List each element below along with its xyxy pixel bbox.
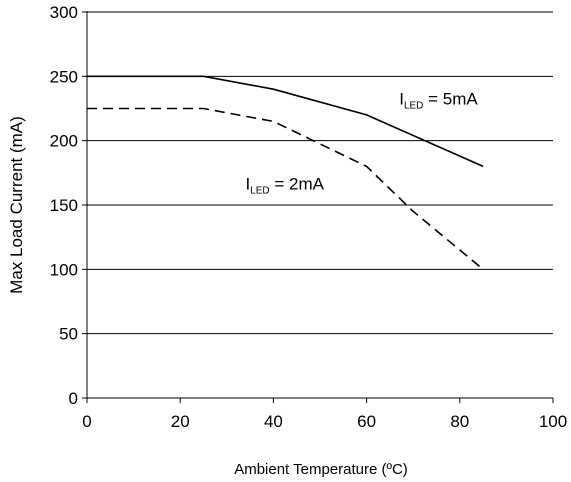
series-line-solid [87,75,484,168]
y-tick-label-50: 50 [59,325,78,344]
annotation-part: I [399,90,404,109]
series-line-dashed [87,107,484,270]
series-annotation-0: ILED = 5mA [399,90,478,112]
x-tick-label-40: 40 [264,412,283,431]
y-tick-label-250: 250 [50,67,78,86]
x-tick-label-100: 100 [539,412,567,431]
y-tick-label-100: 100 [50,260,78,279]
data-series [87,75,484,270]
x-tick-label-60: 60 [357,412,376,431]
y-tick-label-150: 150 [50,196,78,215]
x-tick-label-0: 0 [82,412,91,431]
y-tick-label-300: 300 [50,3,78,22]
annotation-part: I [245,175,250,194]
x-tick-label-80: 80 [450,412,469,431]
annotation-part: LED [404,101,423,112]
y-tick-label-0: 0 [69,389,78,408]
tick-labels: 0 50 100 150 200 250 300 0 20 40 60 80 100 [50,3,568,431]
series-annotation-1: ILED = 2mA [245,175,324,197]
x-tick-label-20: 20 [171,412,190,431]
x-axis-title: Ambient Temperature (ºC) [234,461,408,478]
annotation-part: = 5mA [423,90,478,109]
y-axis-title: Max Load Current (mA) [7,116,26,294]
annotation-part: LED [250,186,269,197]
annotation-part: = 2mA [270,175,325,194]
y-tick-label-200: 200 [50,132,78,151]
